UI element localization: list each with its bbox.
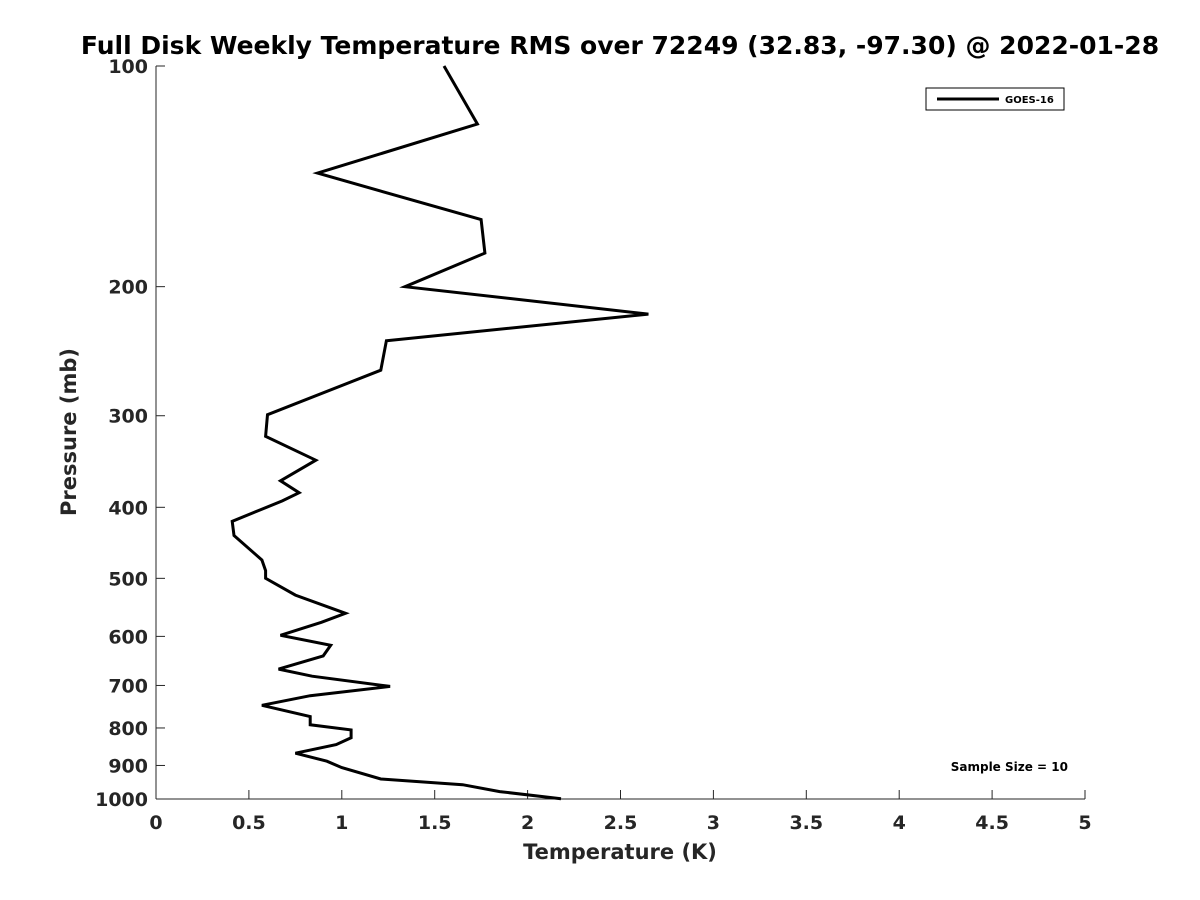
y-tick-label: 200 [108, 277, 148, 299]
y-tick-label: 600 [108, 626, 148, 648]
x-axis-ticks: 0 0.5 1 1.5 2 2.5 3 3.5 4 4.5 5 [149, 790, 1092, 834]
y-tick-label: 800 [108, 718, 148, 740]
y-tick-label: 100 [108, 56, 148, 78]
y-tick-label: 900 [108, 755, 148, 777]
legend-entry-goes16: GOES-16 [1005, 95, 1054, 106]
y-tick-label: 500 [108, 568, 148, 590]
x-tick-label: 0.5 [232, 812, 266, 834]
x-tick-label: 1 [335, 812, 348, 834]
x-tick-label: 4.5 [975, 812, 1009, 834]
x-tick-label: 0 [149, 812, 162, 834]
y-axis-ticks: 100 200 300 400 500 600 700 800 900 1000 [95, 56, 165, 811]
chart-title: Full Disk Weekly Temperature RMS over 72… [81, 31, 1159, 60]
x-tick-label: 1.5 [418, 812, 452, 834]
x-tick-label: 2.5 [604, 812, 638, 834]
x-tick-label: 4 [893, 812, 906, 834]
series-line-goes16 [230, 65, 649, 801]
legend: GOES-16 [925, 87, 1065, 111]
x-tick-label: 3.5 [789, 812, 823, 834]
sample-size-note: Sample Size = 10 [951, 760, 1068, 774]
x-tick-label: 2 [521, 812, 534, 834]
y-tick-label: 300 [108, 406, 148, 428]
y-tick-label: 700 [108, 675, 148, 697]
y-tick-label: 1000 [95, 789, 148, 811]
y-tick-label: 400 [108, 497, 148, 519]
x-tick-label: 3 [707, 812, 720, 834]
x-axis-label: Temperature (K) [523, 840, 717, 864]
y-axis-label: Pressure (mb) [57, 348, 81, 516]
x-tick-label: 5 [1078, 812, 1091, 834]
